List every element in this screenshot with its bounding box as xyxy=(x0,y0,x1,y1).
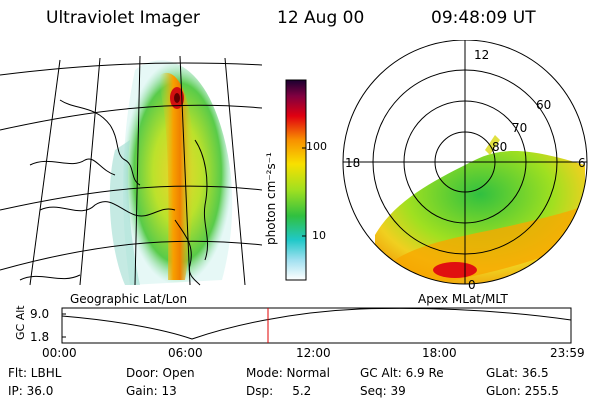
mlt-label-6: 6 xyxy=(578,156,586,170)
altitude-xtick-2359: 23:59 xyxy=(550,346,585,360)
intensity-colorbar xyxy=(285,79,307,281)
altitude-xtick-1800: 18:00 xyxy=(422,346,457,360)
mlat-label-70: 70 xyxy=(512,121,528,135)
info-seq: Seq: 39 xyxy=(360,384,406,398)
altitude-ytick-high: 9.0 xyxy=(30,307,50,321)
altitude-xtick-0600: 06:00 xyxy=(168,346,203,360)
geographic-auroral-image xyxy=(0,55,262,286)
info-gc-alt: GC Alt: 6.9 Re xyxy=(360,366,444,380)
altitude-ytick-low: 1.8 xyxy=(30,330,50,344)
info-dsp: Dsp: 5.2 xyxy=(246,384,312,398)
colorbar-unit-label: photon cm⁻²s⁻¹ xyxy=(264,152,278,245)
info-glon: GLon: 255.5 xyxy=(486,384,559,398)
polar-mlat-mlt-plot xyxy=(342,40,588,285)
instrument-title: Ultraviolet Imager xyxy=(46,8,200,28)
mlt-label-0: 0 xyxy=(468,278,476,292)
observation-date: 12 Aug 00 xyxy=(277,8,365,28)
altitude-xtick-1200: 12:00 xyxy=(296,346,331,360)
info-gain: Gain: 13 xyxy=(126,384,177,398)
altitude-xtick-0000: 00:00 xyxy=(42,346,77,360)
mlt-label-12: 12 xyxy=(474,48,490,62)
info-filter: Flt: LBHL xyxy=(8,366,62,380)
info-glat: GLat: 36.5 xyxy=(486,366,549,380)
altitude-ylabel: GC Alt xyxy=(14,305,27,340)
info-door: Door: Open xyxy=(126,366,195,380)
colorbar-tick-10: 10 xyxy=(312,229,326,242)
mlat-label-60: 60 xyxy=(536,98,552,112)
info-mode: Mode: Normal xyxy=(246,366,330,380)
geographic-panel-label: Geographic Lat/Lon xyxy=(70,292,188,306)
orbit-altitude-plot xyxy=(61,307,572,344)
polar-panel-label: Apex MLat/MLT xyxy=(418,292,508,306)
colorbar-tick-100: 100 xyxy=(306,140,327,153)
observation-time: 09:48:09 UT xyxy=(431,8,536,28)
mlt-label-18: 18 xyxy=(345,156,361,170)
info-ip: IP: 36.0 xyxy=(8,384,54,398)
mlat-label-80: 80 xyxy=(492,140,508,154)
